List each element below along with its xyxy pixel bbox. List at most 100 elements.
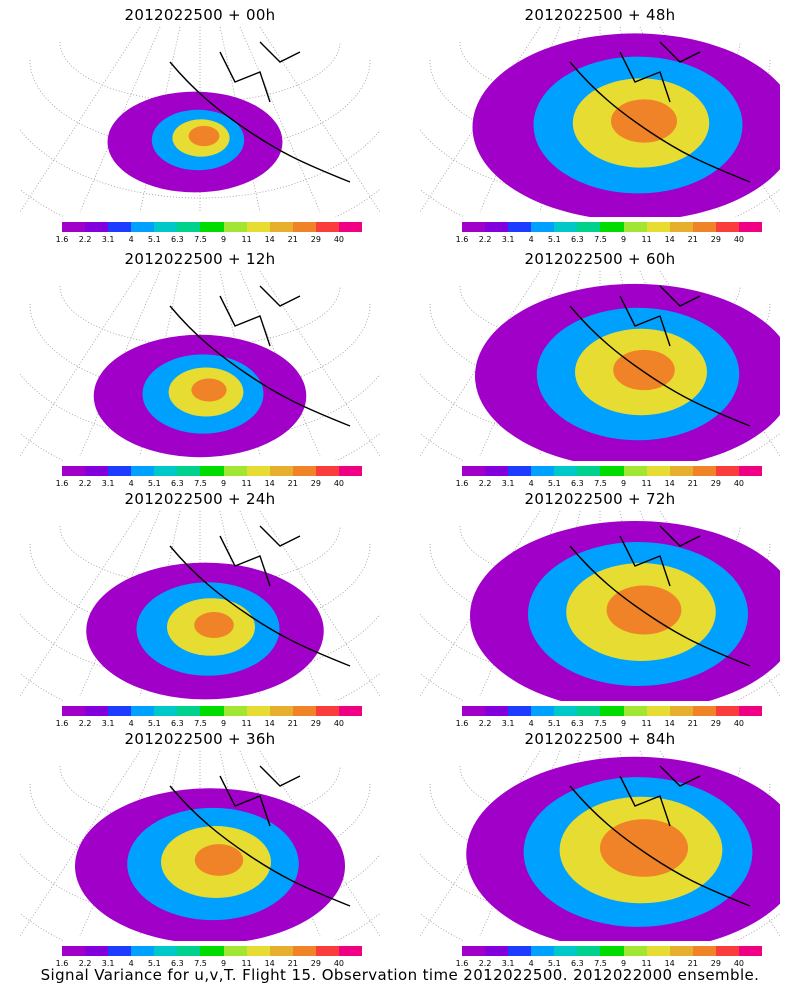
panel-title: 2012022500 + 12h — [124, 250, 276, 268]
colorbar-label: 21 — [687, 479, 698, 488]
colorbar-label: 7.5 — [594, 959, 607, 968]
graticule-line — [79, 750, 161, 937]
graticule-line — [259, 270, 380, 457]
colorbar-label: 9 — [620, 235, 627, 244]
colorbar — [462, 946, 763, 956]
colorbar — [462, 706, 763, 716]
coastline — [569, 525, 751, 667]
graticule-line — [20, 270, 141, 457]
colorbar-swatch — [623, 706, 647, 716]
colorbar-label: 2.2 — [478, 719, 492, 728]
colorbar-swatch — [692, 946, 716, 956]
colorbar-label: 40 — [733, 719, 745, 728]
colorbar-swatch — [692, 466, 716, 476]
colorbar-label: 3.1 — [501, 235, 515, 244]
colorbar-label: 2.2 — [78, 479, 92, 488]
panel-title: 2012022500 + 24h — [124, 490, 276, 508]
panel-title: 2012022500 + 60h — [524, 250, 676, 268]
colorbar-label: 4 — [528, 479, 534, 488]
colorbar-swatch — [554, 706, 578, 716]
colorbar-swatch — [531, 706, 555, 716]
colorbar-swatch — [692, 706, 716, 716]
colorbar-label: 14 — [664, 719, 675, 728]
colorbar-label: 3.1 — [101, 479, 115, 488]
variance-map — [20, 750, 380, 941]
colorbar-swatch — [462, 222, 486, 232]
colorbar-label: 4 — [128, 959, 134, 968]
colorbar-swatch — [623, 222, 647, 232]
colorbar-swatch — [85, 946, 109, 956]
graticule-line — [239, 750, 321, 937]
colorbar-swatch — [269, 946, 293, 956]
colorbar-swatch — [531, 222, 555, 232]
colorbar-swatch — [462, 706, 486, 716]
colorbar-swatch — [315, 466, 339, 476]
colorbar-labels: 1.6 2.2 3.1 4 5.1 6.3 7.5 9 11 14 21 29 40 — [56, 479, 362, 489]
colorbar-swatch — [108, 946, 132, 956]
colorbar-labels: 1.6 2.2 3.1 4 5.1 6.3 7.5 9 11 14 21 29 40 — [56, 719, 362, 729]
colorbar-label: 2.2 — [78, 235, 92, 244]
colorbar-swatch — [85, 706, 109, 716]
colorbar — [462, 222, 763, 232]
colorbar-label: 2.2 — [78, 959, 92, 968]
colorbar-swatch — [154, 466, 178, 476]
colorbar-swatch — [485, 946, 509, 956]
map-panel: 2012022500 + 84h 1.6 2.2 3.1 4 5.1 6.3 7.5 9 11 14… — [400, 724, 800, 968]
variance-contour — [600, 819, 688, 877]
colorbar-label: 1.6 — [55, 235, 69, 244]
colorbar-label: 11 — [641, 959, 652, 968]
colorbar-swatch — [246, 706, 270, 716]
colorbar-swatch — [646, 466, 670, 476]
colorbar-label: 7.5 — [594, 235, 607, 244]
colorbar-label: 1.6 — [55, 959, 69, 968]
colorbar-label: 1.6 — [455, 479, 469, 488]
colorbar-swatch — [508, 946, 532, 956]
colorbar-label: 11 — [641, 719, 652, 728]
colorbar-label: 6.3 — [171, 235, 184, 244]
colorbar-swatch — [223, 222, 247, 232]
colorbar-swatch — [85, 222, 109, 232]
colorbar-swatch — [315, 946, 339, 956]
variance-contour — [611, 99, 677, 143]
colorbar-swatch — [154, 706, 178, 716]
colorbar-swatch — [462, 466, 486, 476]
colorbar-swatch — [62, 222, 86, 232]
colorbar-swatch — [200, 946, 224, 956]
colorbar-swatch — [338, 946, 363, 956]
colorbar-label: 11 — [241, 719, 252, 728]
colorbar-label: 21 — [287, 959, 298, 968]
colorbar-swatch — [338, 222, 363, 232]
colorbar-label: 11 — [241, 479, 252, 488]
panel-title: 2012022500 + 48h — [524, 6, 676, 24]
graticule-line — [259, 26, 380, 213]
map-panel: 2012022500 + 12h 1.6 2.2 3.1 4 5.1 6.3 7.5 9 11 14… — [0, 244, 400, 489]
coastline — [569, 41, 751, 183]
colorbar-label: 6.3 — [571, 479, 584, 488]
colorbar-swatch — [177, 222, 201, 232]
map-panel: 2012022500 + 72h 1.6 2.2 3.1 4 5.1 6.3 7.5 9 11 14… — [400, 484, 800, 728]
graticule-line — [420, 750, 541, 937]
colorbar-swatch — [715, 466, 739, 476]
colorbar-swatch — [108, 706, 132, 716]
colorbar-labels: 1.6 2.2 3.1 4 5.1 6.3 7.5 9 11 14 21 29 40 — [56, 959, 362, 969]
colorbar-label: 4 — [128, 479, 134, 488]
colorbar-label: 40 — [333, 719, 345, 728]
colorbar-swatch — [269, 222, 293, 232]
colorbar-label: 3.1 — [501, 719, 515, 728]
colorbar-swatch — [600, 466, 624, 476]
colorbar-swatch — [223, 706, 247, 716]
colorbar-label: 21 — [687, 959, 698, 968]
colorbar-label: 29 — [710, 959, 721, 968]
colorbar-swatch — [200, 466, 224, 476]
colorbar-swatch — [577, 466, 601, 476]
colorbar-label: 6.3 — [171, 959, 184, 968]
colorbar-swatch — [554, 946, 578, 956]
colorbar-label: 21 — [287, 479, 298, 488]
graticule-line — [79, 26, 161, 213]
colorbar-label: 14 — [664, 235, 675, 244]
colorbar-label: 1.6 — [55, 719, 69, 728]
colorbar-label: 29 — [710, 719, 721, 728]
colorbar-label: 3.1 — [501, 479, 515, 488]
coastline — [569, 765, 751, 907]
colorbar-swatch — [485, 466, 509, 476]
